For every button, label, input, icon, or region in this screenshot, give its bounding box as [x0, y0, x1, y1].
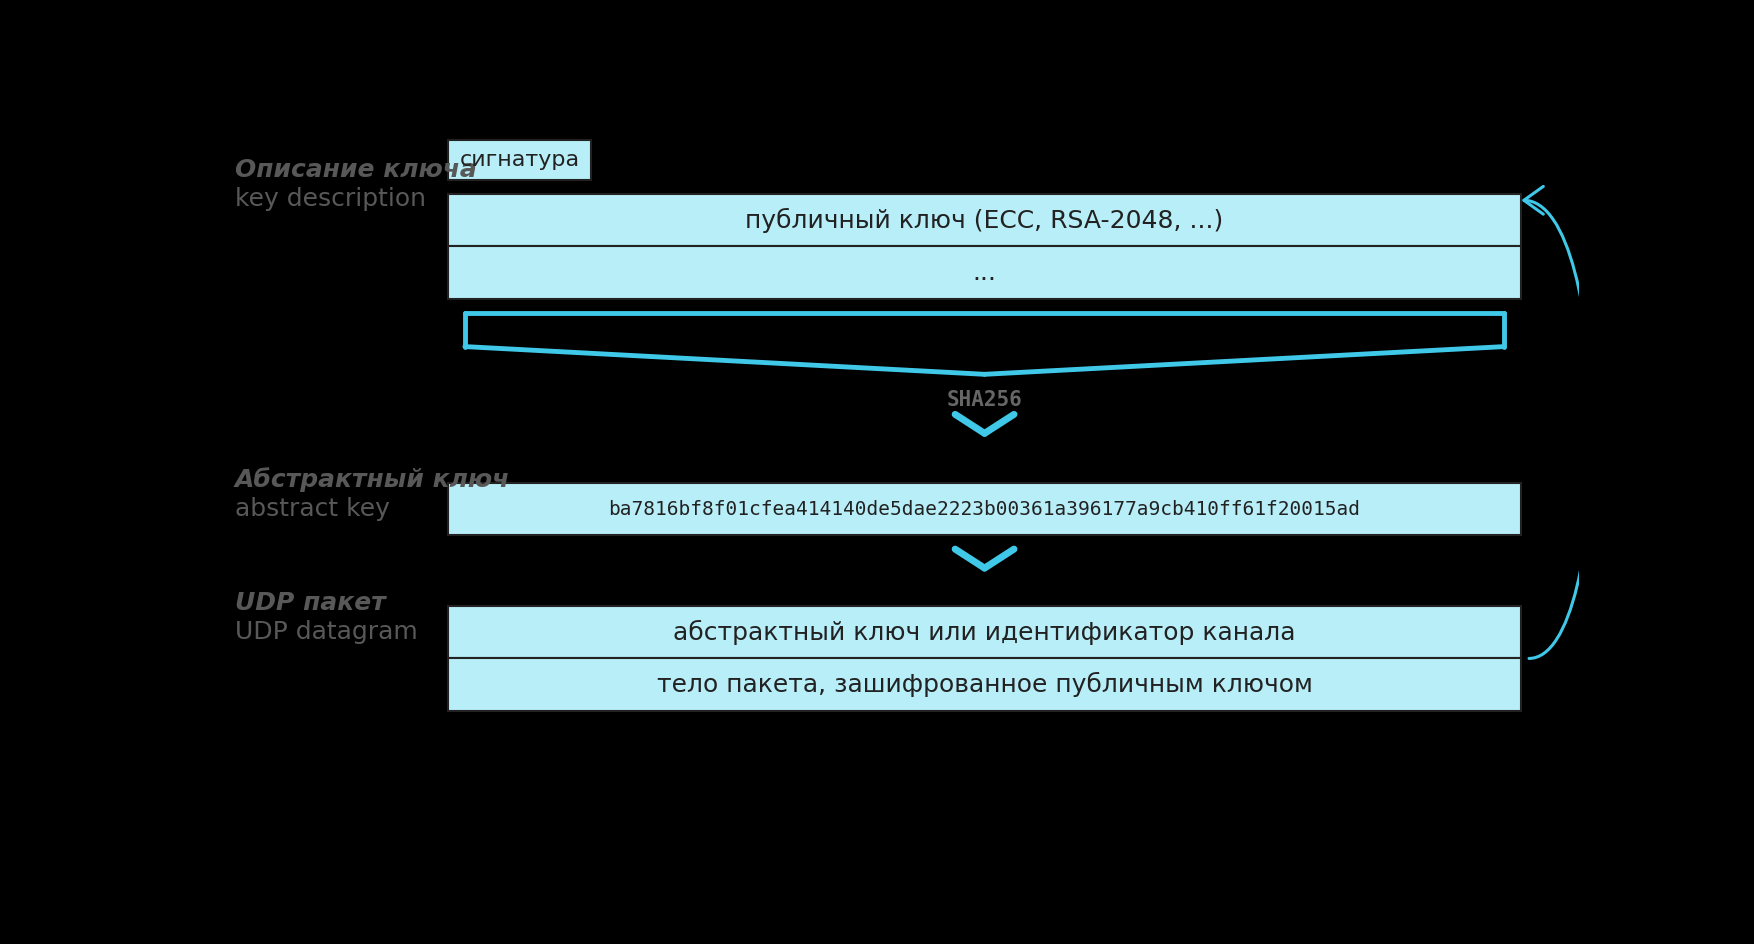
Text: Абстрактный ключ: Абстрактный ключ	[235, 467, 510, 492]
Bar	[447, 483, 1521, 535]
Text: SHA256: SHA256	[947, 390, 1023, 410]
Bar	[447, 246, 1521, 299]
Text: абстрактный ключ или идентификатор канала: абстрактный ключ или идентификатор канал…	[674, 619, 1296, 645]
Bar	[447, 194, 1521, 246]
Text: UDP пакет: UDP пакет	[235, 591, 386, 615]
Text: тело пакета, зашифрованное публичным ключом: тело пакета, зашифрованное публичным клю…	[656, 672, 1312, 698]
Text: публичный ключ (ECC, RSA-2048, ...): публичный ключ (ECC, RSA-2048, ...)	[745, 208, 1224, 233]
Bar	[447, 659, 1521, 711]
Text: Описание ключа: Описание ключа	[235, 158, 477, 182]
Text: ...: ...	[972, 261, 996, 285]
FancyArrowPatch shape	[1524, 186, 1593, 659]
Text: сигнатура: сигнатура	[460, 150, 579, 170]
Text: abstract key: abstract key	[235, 497, 389, 521]
Text: ba7816bf8f01cfea414140de5dae2223b00361a396177a9cb410ff61f20015ad: ba7816bf8f01cfea414140de5dae2223b00361a3…	[609, 499, 1361, 518]
Text: key description: key description	[235, 187, 426, 211]
Text: UDP datagram: UDP datagram	[235, 620, 417, 644]
Bar	[447, 141, 591, 180]
Bar	[447, 606, 1521, 659]
